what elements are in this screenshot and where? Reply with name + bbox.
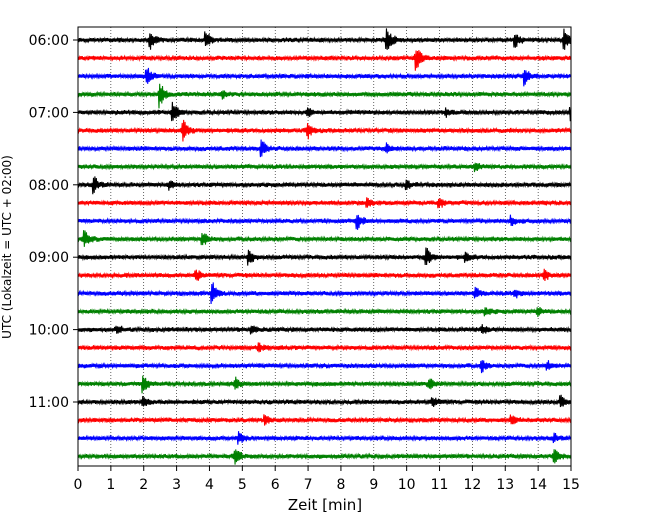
trace-08:15	[77, 197, 572, 209]
trace-08:45	[77, 230, 572, 247]
x-tick-label: 7	[304, 477, 313, 493]
y-axis-ticks: 06:00 07:00 08:00 09:00 10:00 11:00	[29, 33, 78, 411]
grid-lines	[110, 27, 539, 466]
trace-10:00	[77, 324, 572, 335]
y-axis-label: UTC (Lokalzeit = UTC + 02:00)	[0, 155, 14, 339]
x-tick-label: 11	[431, 477, 449, 493]
trace-11:15	[77, 414, 572, 426]
trace-10:45	[77, 375, 572, 394]
y-tick-label: 09:00	[29, 250, 69, 266]
trace-09:45	[77, 307, 572, 318]
x-tick-label: 13	[496, 477, 514, 493]
trace-06:30	[77, 67, 572, 87]
y-tick-label: 10:00	[29, 323, 69, 339]
x-tick-label: 9	[369, 477, 378, 493]
trace-09:30	[77, 282, 572, 305]
x-tick-label: 4	[205, 477, 214, 493]
y-tick-label: 07:00	[29, 105, 69, 121]
trace-07:45	[77, 162, 572, 173]
x-tick-label: 12	[463, 477, 481, 493]
trace-07:00	[77, 101, 572, 122]
x-tick-label: 10	[398, 477, 416, 493]
x-tick-label: 2	[139, 477, 148, 493]
x-axis-ticks: 0 1 2 3 4 5 6 7 8 9 10 11 12 13 14 15	[74, 466, 580, 493]
x-tick-label: 8	[336, 477, 345, 493]
trace-10:15	[77, 342, 572, 353]
trace-09:15	[77, 268, 572, 281]
plot-frame	[77, 26, 572, 467]
x-tick-label: 3	[172, 477, 181, 493]
trace-07:15	[77, 119, 572, 142]
traces	[77, 28, 572, 465]
trace-08:30	[77, 214, 572, 230]
trace-06:00	[77, 28, 572, 50]
y-tick-label: 06:00	[29, 33, 69, 49]
trace-08:00	[77, 176, 572, 195]
y-tick-label: 08:00	[29, 178, 69, 194]
trace-11:30	[77, 431, 572, 445]
x-tick-label: 1	[106, 477, 115, 493]
trace-11:00	[77, 394, 572, 408]
trace-10:30	[77, 360, 572, 374]
x-tick-label: 6	[271, 477, 280, 493]
x-tick-label: 14	[529, 477, 547, 493]
trace-11:45	[77, 449, 572, 465]
trace-06:15	[77, 50, 572, 71]
trace-06:45	[77, 83, 572, 109]
x-tick-label: 5	[238, 477, 247, 493]
trace-07:30	[77, 139, 572, 158]
y-tick-label: 11:00	[29, 395, 69, 411]
x-tick-label: 15	[562, 477, 580, 493]
trace-09:00	[77, 247, 572, 266]
x-axis-label: Zeit [min]	[288, 496, 362, 514]
x-tick-label: 0	[74, 477, 83, 493]
